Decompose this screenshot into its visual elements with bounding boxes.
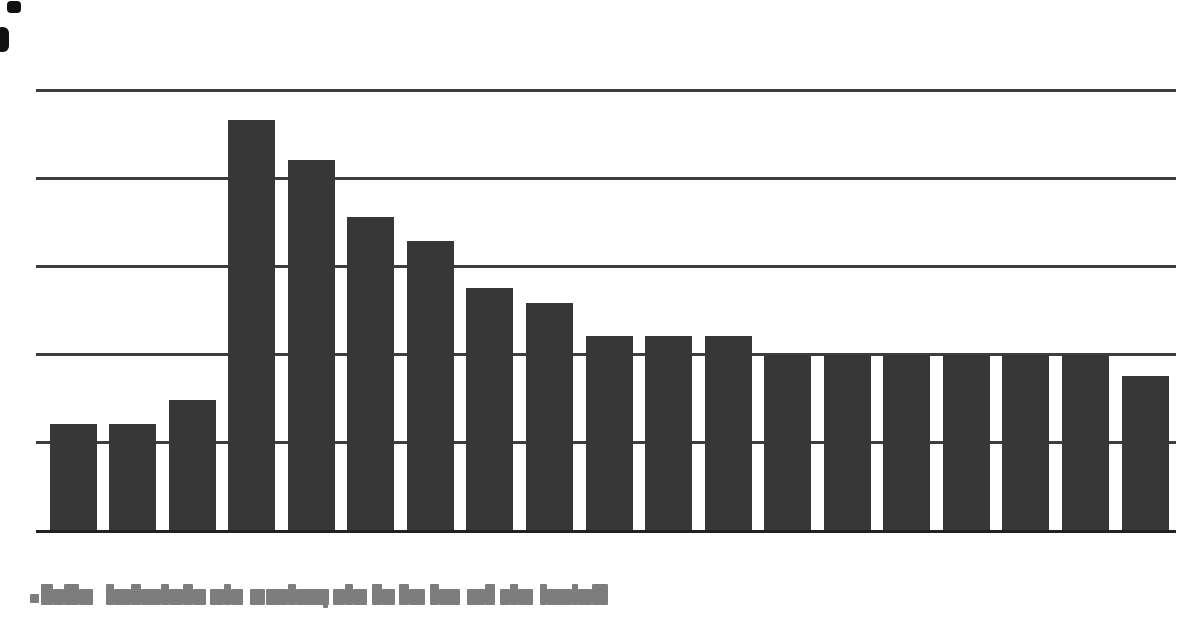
bar-chart-canvas	[0, 0, 1180, 621]
redacted-source-text-segment	[510, 584, 518, 605]
redacted-source-text-segment	[183, 584, 193, 605]
redacted-source-text-segment	[485, 584, 495, 605]
redacted-source-text-segment	[53, 589, 64, 605]
redacted-source-text-segment	[64, 584, 79, 605]
redacted-source-text-segment	[592, 584, 608, 605]
redacted-source-text-segment	[169, 589, 183, 605]
redacted-source-text-segment	[382, 589, 395, 605]
redacted-source-text-segment	[79, 589, 93, 605]
redacted-source-text-segment	[114, 589, 131, 605]
redacted-source-text-segment	[578, 589, 592, 605]
redacted-source-text-segment	[430, 584, 439, 605]
redacted-source-text-segment	[323, 600, 328, 608]
redacted-source-text-segment	[333, 589, 345, 605]
redacted-source-text-segment	[353, 589, 367, 605]
redacted-source-text-segment	[399, 584, 409, 605]
redacted-source-text-segment	[288, 584, 296, 605]
redacted-source-text-segment	[409, 589, 425, 605]
redacted-source-text-segment	[250, 589, 265, 605]
redacted-source-text-segment	[41, 584, 53, 605]
redacted-source-text-segment	[131, 584, 141, 605]
redacted-source-text-segment	[439, 589, 460, 605]
redacted-source-line	[0, 0, 1180, 621]
redacted-source-text-segment	[372, 584, 382, 605]
redacted-source-text-segment	[161, 584, 169, 605]
redacted-source-text-segment	[266, 589, 288, 605]
redacted-source-text-segment	[345, 584, 353, 605]
redacted-source-text-segment	[141, 589, 161, 605]
redacted-source-text-segment	[540, 584, 547, 605]
redacted-source-text-segment	[518, 589, 533, 605]
redacted-source-text-segment	[231, 589, 243, 605]
redacted-source-text-segment	[210, 589, 224, 605]
redacted-source-text-segment	[500, 589, 510, 605]
redacted-source-text-segment	[30, 594, 39, 603]
redacted-source-text-segment	[224, 584, 231, 605]
redacted-source-text-segment	[106, 584, 114, 605]
redacted-source-text-segment	[193, 589, 206, 605]
redacted-source-text-segment	[467, 589, 485, 605]
redacted-source-text-segment	[547, 589, 572, 605]
